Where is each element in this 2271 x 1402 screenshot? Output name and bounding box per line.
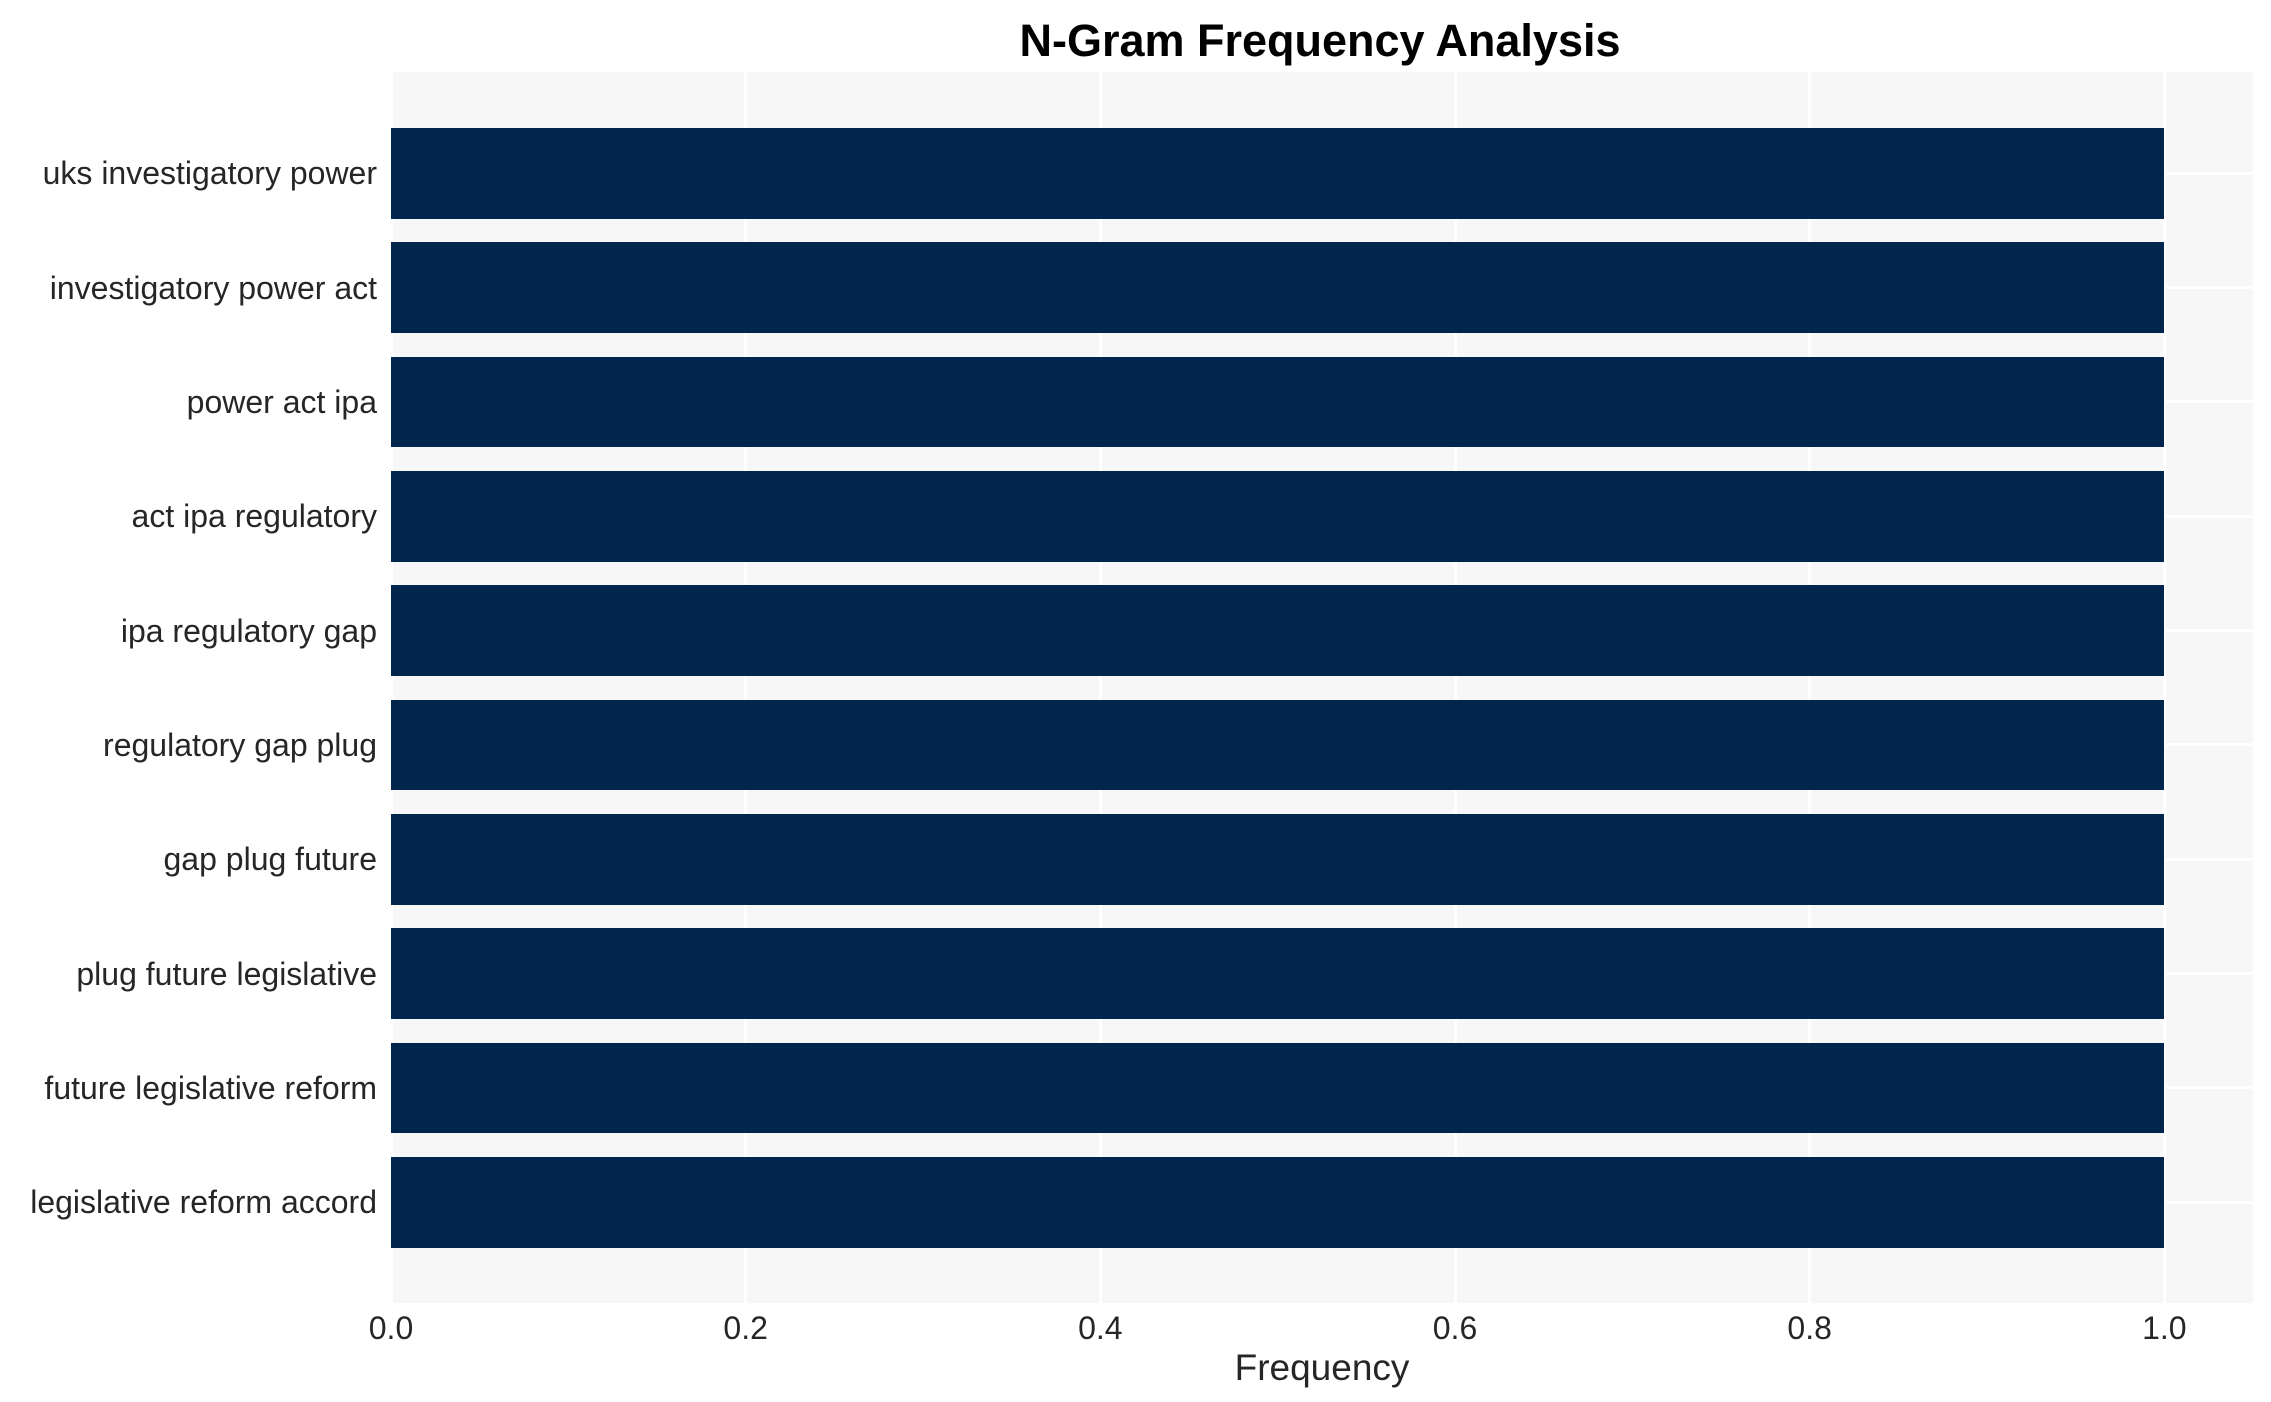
- x-axis-label: Frequency: [1234, 1347, 1410, 1388]
- bar-act-ipa-regulatory: [391, 471, 2165, 562]
- gridline-vertical: [1098, 72, 1102, 1303]
- x-tick-label: 0.2: [723, 1310, 768, 1346]
- y-tick-label: power act ipa: [186, 383, 377, 420]
- x-tick-label: 0.8: [1787, 1310, 1832, 1346]
- gridline-vertical: [1453, 72, 1457, 1303]
- y-tick-label: uks investigatory power: [42, 155, 377, 192]
- y-tick-label: plug future legislative: [76, 955, 377, 992]
- y-tick-label: legislative reform accord: [30, 1184, 377, 1221]
- x-tick-label: 1.0: [2142, 1310, 2187, 1346]
- y-tick-label: regulatory gap plug: [103, 726, 377, 763]
- bar-gap-plug-future: [391, 814, 2165, 905]
- bar-plug-future-legislative: [391, 928, 2165, 1019]
- bar-power-act-ipa: [391, 356, 2165, 448]
- bar-regulatory-gap-plug: [391, 699, 2165, 791]
- bar-ipa-regulatory-gap: [391, 585, 2165, 676]
- y-tick-label: investigatory power act: [49, 269, 377, 306]
- x-tick-label: 0.6: [1432, 1310, 1478, 1346]
- bar-legislative-reform-accord: [391, 1157, 2165, 1248]
- y-tick-label: ipa regulatory gap: [120, 612, 377, 649]
- y-tick-label: future legislative reform: [44, 1069, 377, 1106]
- y-tick-label: act ipa regulatory: [131, 498, 377, 535]
- bar-future-legislative-reform: [391, 1042, 2165, 1134]
- gridline-vertical: [1808, 72, 1812, 1303]
- chart-title: N-Gram Frequency Analysis: [1019, 15, 1621, 66]
- gridline-vertical: [389, 72, 393, 1303]
- x-tick-label: 0.4: [1078, 1310, 1123, 1346]
- x-tick-label: 0.0: [368, 1310, 414, 1346]
- y-tick-label: gap plug future: [163, 841, 378, 878]
- bar-investigatory-power-act: [391, 242, 2165, 333]
- gridline-vertical: [744, 72, 748, 1303]
- gridline-vertical: [2162, 72, 2166, 1303]
- plot-area: [389, 72, 2253, 1303]
- bar-uks-investigatory-power: [391, 128, 2165, 219]
